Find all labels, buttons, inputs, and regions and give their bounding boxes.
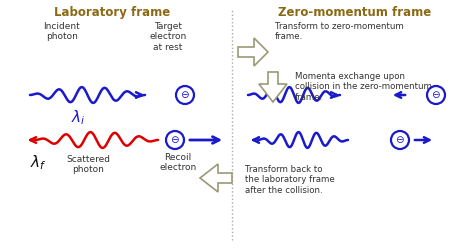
Text: $\lambda_i$: $\lambda_i$ [71, 108, 85, 127]
Text: Recoil
electron: Recoil electron [159, 153, 197, 172]
Text: $\ominus$: $\ominus$ [180, 89, 190, 100]
Text: $\ominus$: $\ominus$ [431, 89, 441, 100]
Text: Scattered
photon: Scattered photon [66, 155, 110, 174]
Text: Incident
photon: Incident photon [44, 22, 81, 42]
Text: $\ominus$: $\ominus$ [170, 134, 180, 145]
Text: $\ominus$: $\ominus$ [395, 134, 405, 145]
Text: Transform to zero-momentum
frame.: Transform to zero-momentum frame. [275, 22, 404, 42]
Polygon shape [200, 164, 232, 192]
Text: $\lambda_f$: $\lambda_f$ [29, 153, 46, 172]
Text: Transform back to
the laboratory frame
after the collision.: Transform back to the laboratory frame a… [245, 165, 335, 195]
Text: Zero-momentum frame: Zero-momentum frame [278, 6, 432, 19]
Polygon shape [238, 38, 268, 66]
Polygon shape [259, 72, 287, 102]
Text: Target
electron
at rest: Target electron at rest [149, 22, 187, 52]
Text: Momenta exchange upon
collision in the zero-momentum
frame.: Momenta exchange upon collision in the z… [295, 72, 432, 102]
Text: Laboratory frame: Laboratory frame [54, 6, 170, 19]
